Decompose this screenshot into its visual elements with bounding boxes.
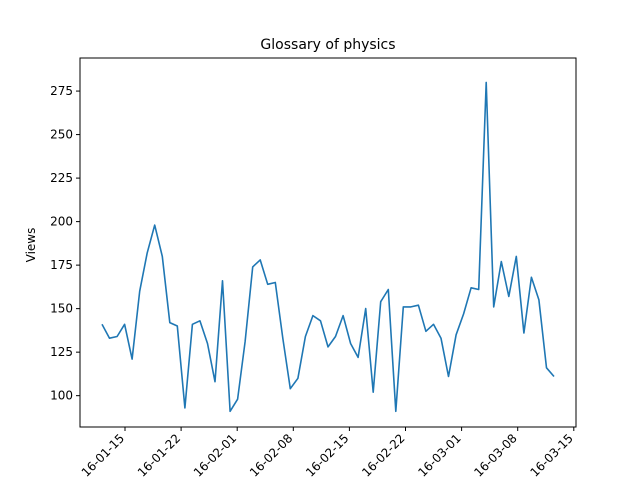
x-axis-ticks: 16-01-15 16-01-22 16-02-01 16-02-08 16-02-15… bbox=[79, 427, 576, 480]
plot-area-frame bbox=[79, 57, 577, 428]
y-tick-label: 175 bbox=[50, 258, 73, 272]
y-axis-ticks: 100 125 150 175 200 225 250 275 bbox=[50, 84, 80, 403]
x-tick-label: 16-01-15 bbox=[79, 431, 127, 479]
x-tick-label: 16-03-08 bbox=[471, 431, 519, 479]
y-tick-label: 275 bbox=[50, 84, 73, 98]
series-line bbox=[101, 81, 555, 413]
y-tick-label: 250 bbox=[50, 128, 73, 142]
y-tick-label: 150 bbox=[50, 302, 73, 316]
y-tick-label: 125 bbox=[50, 345, 73, 359]
y-tick-label: 225 bbox=[50, 171, 73, 185]
x-tick-label: 16-01-22 bbox=[135, 431, 183, 479]
chart-title: Glossary of physics bbox=[260, 37, 395, 53]
x-tick-label: 16-03-01 bbox=[415, 431, 463, 479]
y-tick-label: 200 bbox=[50, 215, 73, 229]
y-axis-label: Views bbox=[24, 228, 38, 263]
y-tick-label: 100 bbox=[50, 389, 73, 403]
x-tick-label: 16-02-01 bbox=[191, 431, 239, 479]
x-tick-label: 16-02-22 bbox=[359, 431, 407, 479]
x-tick-label: 16-02-15 bbox=[303, 431, 351, 479]
series-group bbox=[101, 81, 555, 413]
x-tick-label: 16-03-15 bbox=[528, 431, 576, 479]
x-tick-label: 16-02-08 bbox=[247, 431, 295, 479]
